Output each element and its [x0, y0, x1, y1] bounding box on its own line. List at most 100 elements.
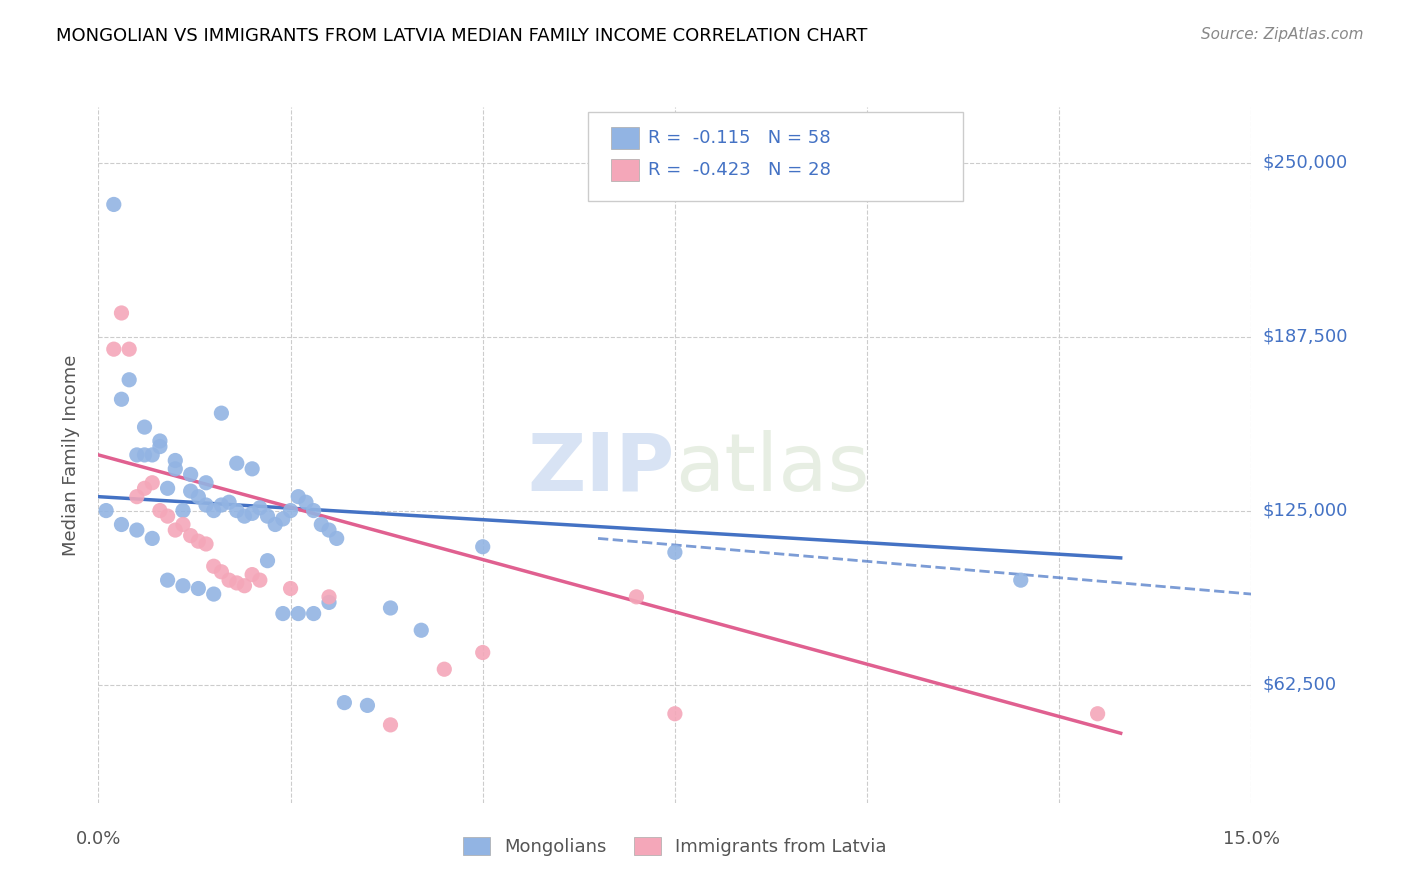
Point — [280, 582, 302, 596]
FancyBboxPatch shape — [612, 127, 640, 149]
Point — [209, 406, 232, 420]
Point — [287, 490, 309, 504]
Text: ZIP: ZIP — [527, 430, 675, 508]
Point — [195, 537, 218, 551]
Point — [125, 490, 148, 504]
Point — [195, 475, 218, 490]
FancyBboxPatch shape — [588, 112, 963, 201]
Point — [195, 498, 218, 512]
Legend: Mongolians, Immigrants from Latvia: Mongolians, Immigrants from Latvia — [456, 830, 894, 863]
Point — [218, 495, 240, 509]
Point — [110, 306, 132, 320]
Point — [165, 523, 187, 537]
Point — [233, 579, 256, 593]
Point — [103, 197, 125, 211]
Point — [165, 453, 187, 467]
Point — [433, 662, 456, 676]
Point — [302, 503, 325, 517]
Point — [256, 554, 278, 568]
Text: MONGOLIAN VS IMMIGRANTS FROM LATVIA MEDIAN FAMILY INCOME CORRELATION CHART: MONGOLIAN VS IMMIGRANTS FROM LATVIA MEDI… — [56, 27, 868, 45]
Point — [240, 567, 263, 582]
Point — [225, 576, 247, 591]
Point — [471, 646, 494, 660]
Point — [187, 490, 209, 504]
Text: R =  -0.423   N = 28: R = -0.423 N = 28 — [648, 161, 831, 179]
Point — [664, 706, 686, 721]
Point — [218, 573, 240, 587]
Text: R =  -0.115   N = 58: R = -0.115 N = 58 — [648, 128, 831, 146]
Point — [141, 532, 163, 546]
Text: 15.0%: 15.0% — [1223, 830, 1279, 847]
Point — [180, 467, 202, 482]
Point — [1087, 706, 1109, 721]
Point — [240, 507, 263, 521]
Point — [318, 590, 340, 604]
Point — [626, 590, 648, 604]
Point — [271, 512, 294, 526]
Point — [118, 373, 141, 387]
Point — [134, 481, 156, 495]
Point — [249, 500, 271, 515]
Point — [187, 582, 209, 596]
Point — [149, 503, 172, 517]
Point — [271, 607, 294, 621]
Point — [209, 565, 232, 579]
Point — [380, 601, 402, 615]
Point — [1010, 573, 1032, 587]
Point — [225, 456, 247, 470]
Text: $62,500: $62,500 — [1263, 675, 1337, 693]
Point — [141, 475, 163, 490]
Point — [110, 392, 132, 407]
Point — [233, 509, 256, 524]
Point — [149, 434, 172, 448]
Point — [311, 517, 333, 532]
Text: 0.0%: 0.0% — [76, 830, 121, 847]
Point — [318, 595, 340, 609]
Point — [202, 559, 225, 574]
Text: atlas: atlas — [675, 430, 869, 508]
Point — [103, 342, 125, 356]
Point — [165, 462, 187, 476]
Point — [380, 718, 402, 732]
Point — [125, 523, 148, 537]
Point — [240, 462, 263, 476]
Point — [471, 540, 494, 554]
Point — [180, 528, 202, 542]
Point — [264, 517, 287, 532]
Point — [256, 509, 278, 524]
FancyBboxPatch shape — [612, 159, 640, 181]
Point — [172, 503, 194, 517]
Point — [202, 503, 225, 517]
Point — [411, 624, 433, 638]
Point — [110, 517, 132, 532]
Point — [318, 523, 340, 537]
Point — [325, 532, 347, 546]
Point — [295, 495, 318, 509]
Text: $187,500: $187,500 — [1263, 327, 1348, 345]
Point — [94, 503, 117, 517]
Point — [209, 498, 232, 512]
Point — [172, 579, 194, 593]
Point — [280, 503, 302, 517]
Point — [172, 517, 194, 532]
Point — [225, 503, 247, 517]
Point — [125, 448, 148, 462]
Text: $125,000: $125,000 — [1263, 501, 1348, 519]
Point — [302, 607, 325, 621]
Point — [141, 448, 163, 462]
Point — [156, 573, 179, 587]
Point — [149, 440, 172, 454]
Point — [156, 481, 179, 495]
Point — [202, 587, 225, 601]
Text: $250,000: $250,000 — [1263, 153, 1348, 171]
Point — [134, 448, 156, 462]
Point — [180, 484, 202, 499]
Point — [134, 420, 156, 434]
Point — [664, 545, 686, 559]
Point — [187, 534, 209, 549]
Point — [156, 509, 179, 524]
Y-axis label: Median Family Income: Median Family Income — [62, 354, 80, 556]
Point — [118, 342, 141, 356]
Point — [356, 698, 378, 713]
Text: Source: ZipAtlas.com: Source: ZipAtlas.com — [1201, 27, 1364, 42]
